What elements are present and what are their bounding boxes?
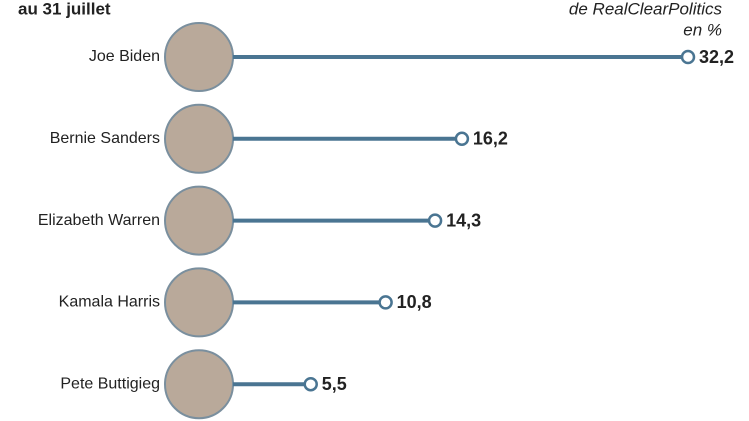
value-label: 5,5 [322,374,347,394]
value-label: 32,2 [699,47,734,67]
category-label: Kamala Harris [59,294,160,311]
unit-label: en % [683,20,722,39]
category-label: Joe Biden [89,48,160,65]
chart-title: au 31 juillet [18,0,111,18]
portrait [164,185,234,256]
value-label: 16,2 [473,129,508,149]
portrait [164,22,234,92]
category-label: Elizabeth Warren [38,212,160,229]
portrait [164,103,234,174]
category-label: Pete Buttigieg [60,375,160,392]
lollipop-head [303,376,318,392]
portrait [164,267,234,338]
lollipop-head [427,213,443,228]
portrait [164,349,234,420]
lollipop-head [454,131,470,147]
value-label: 14,3 [446,210,481,230]
lollipop-head [680,49,696,65]
lollipop-head [378,295,393,310]
category-label: Bernie Sanders [50,130,160,147]
chart-subtitle: de RealClearPolitics [569,0,723,18]
value-label: 10,8 [397,292,432,312]
